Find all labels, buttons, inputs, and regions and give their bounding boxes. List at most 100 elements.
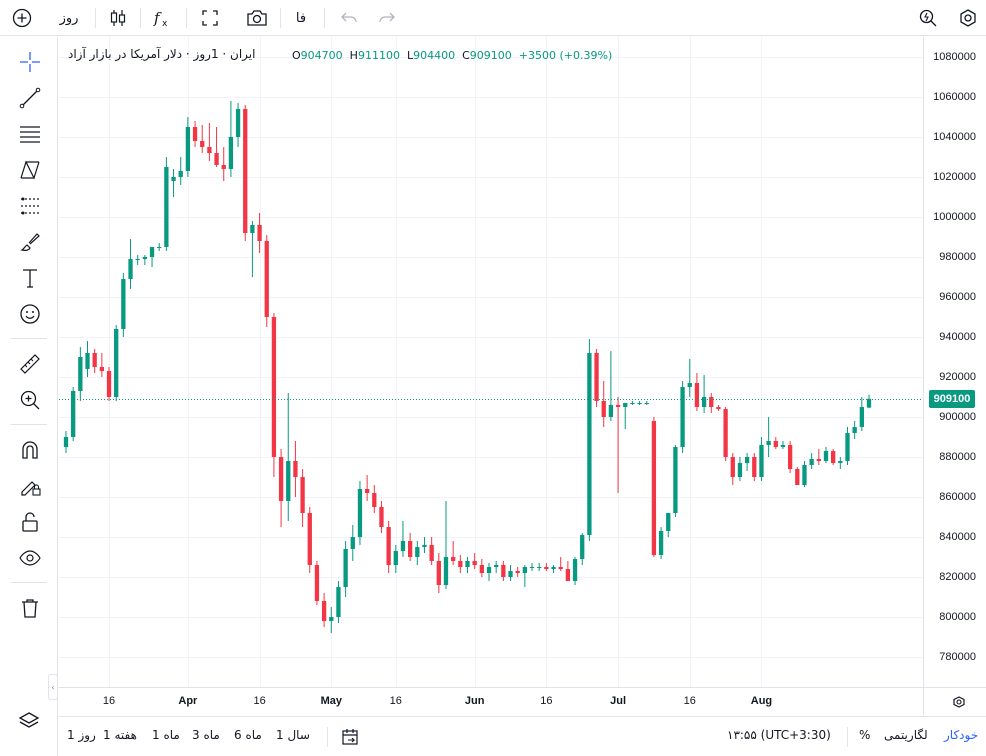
fullscreen-button[interactable] xyxy=(196,4,224,32)
lock-drawing-icon xyxy=(21,481,41,496)
chart-pane[interactable] xyxy=(59,37,923,687)
magnet-tool[interactable] xyxy=(13,435,47,465)
candle-body xyxy=(400,541,406,551)
hide-drawings-tool[interactable] xyxy=(13,543,47,573)
candle-body xyxy=(515,571,520,573)
auto-scale-toggle[interactable]: خودکار xyxy=(944,728,979,742)
measure-tool[interactable] xyxy=(13,349,47,379)
axis-corner xyxy=(923,687,986,715)
range-1y[interactable]: 1 سال xyxy=(276,728,310,742)
candle-body xyxy=(802,465,807,485)
price-tick-label: 900000 xyxy=(939,411,976,423)
toolbar-divider xyxy=(11,338,47,339)
emoji-icon xyxy=(20,304,40,324)
candle-body xyxy=(816,459,821,461)
candle-body xyxy=(436,561,441,585)
lock-drawing-tool[interactable] xyxy=(13,471,47,501)
candle-body xyxy=(486,567,492,573)
prediction-tool[interactable] xyxy=(13,191,47,221)
range-1w[interactable]: 1 هفته xyxy=(103,728,137,742)
brush-tool[interactable] xyxy=(13,227,47,257)
candle-body xyxy=(465,561,470,567)
redo-button[interactable] xyxy=(374,4,400,32)
log-scale-toggle[interactable]: لگاریتمی xyxy=(884,728,928,742)
fib-retracement-tool[interactable] xyxy=(13,119,47,149)
candle-body xyxy=(350,537,355,549)
time-tick-label: Jul xyxy=(610,695,627,707)
price-axis[interactable]: 1080000 1060000 1040000 1020000 1000000 98000… xyxy=(923,37,986,687)
quick-search-button[interactable] xyxy=(914,4,942,32)
candle-body xyxy=(501,565,506,577)
ohlc-values: O904700 H911100 L904400 C909100 +3500 (+… xyxy=(292,49,612,62)
high-key: H xyxy=(349,49,358,62)
candle-body xyxy=(314,565,320,601)
time-axis[interactable]: 16 Apr 16 May 16 Jun 16 Jul 16 Aug xyxy=(59,687,923,715)
interval-button[interactable]: روز xyxy=(59,10,79,26)
zoom-in-tool[interactable] xyxy=(13,385,47,415)
candle-body xyxy=(293,461,298,477)
candle-body xyxy=(615,405,621,407)
toolbar-divider xyxy=(140,8,141,28)
candle-body xyxy=(164,167,169,247)
candle-body xyxy=(838,461,843,463)
text-tool[interactable] xyxy=(13,263,47,293)
goto-date-button[interactable] xyxy=(337,725,363,749)
time-tick-label: Aug xyxy=(750,695,773,707)
timezone-clock[interactable]: ۱۳:۵۵ (UTC+3:30) xyxy=(727,728,831,742)
range-3m[interactable]: 3 ماه xyxy=(192,728,220,742)
price-tick-label: 840000 xyxy=(939,531,976,543)
crosshair-tool[interactable] xyxy=(13,47,47,77)
time-tick-label: 16 xyxy=(683,695,696,707)
calendar-goto-icon xyxy=(342,729,358,745)
trend-line-tool[interactable] xyxy=(13,83,47,113)
candle-body xyxy=(508,571,513,577)
candle-body xyxy=(63,437,69,447)
symbol-title[interactable]: ایران · 1روز · دلار آمریکا در بازار آزاد xyxy=(68,47,256,61)
candle-body xyxy=(128,259,133,279)
candle-body xyxy=(572,559,578,581)
candle-body xyxy=(250,225,255,233)
price-tick-label: 800000 xyxy=(939,611,976,623)
candle-body xyxy=(737,463,743,477)
search-settings-icon xyxy=(919,9,937,27)
axis-settings-icon[interactable] xyxy=(924,688,986,716)
emoji-tool[interactable] xyxy=(13,299,47,329)
time-tick-label: May xyxy=(320,695,342,707)
range-6m[interactable]: 6 ماه xyxy=(234,728,262,742)
bottom-toolbar: 1 روز 1 هفته 1 ماه 3 ماه 6 ماه 1 سال ۱۳:… xyxy=(59,716,986,756)
price-tick-label: 960000 xyxy=(939,291,976,303)
candle-body xyxy=(386,527,391,565)
candlestick-chart[interactable] xyxy=(59,37,923,687)
candle-body xyxy=(780,445,786,447)
candle-body xyxy=(537,567,542,568)
candle-body xyxy=(529,567,535,568)
object-tree-button[interactable] xyxy=(12,706,46,736)
candle-body xyxy=(336,587,341,617)
candle-body xyxy=(701,397,707,407)
candle-body xyxy=(709,397,714,407)
brush-icon xyxy=(20,233,40,251)
range-1d[interactable]: 1 روز xyxy=(67,728,96,742)
candle-body xyxy=(114,329,119,397)
remove-drawings-tool[interactable] xyxy=(13,593,47,623)
range-1m[interactable]: 1 ماه xyxy=(152,728,180,742)
candle-body xyxy=(228,137,234,169)
undo-button[interactable] xyxy=(336,4,362,32)
time-tick-label: 16 xyxy=(253,695,266,707)
time-tick-label: Jun xyxy=(464,695,485,707)
candle-body xyxy=(307,513,312,565)
percent-toggle[interactable]: % xyxy=(859,728,871,742)
candle-body xyxy=(744,457,750,463)
language-button[interactable]: فا xyxy=(295,10,307,26)
time-tick-label: Apr xyxy=(178,695,198,707)
toolbar-scroll-handle[interactable]: ‹ xyxy=(48,674,58,700)
candle-body xyxy=(479,565,484,573)
pattern-tool[interactable] xyxy=(13,155,47,185)
time-tick-label: 16 xyxy=(102,695,116,707)
chart-type-button[interactable] xyxy=(104,4,132,32)
snapshot-button[interactable] xyxy=(243,4,271,32)
add-symbol-button[interactable] xyxy=(8,4,36,32)
settings-button[interactable] xyxy=(954,4,982,32)
lock-all-tool[interactable] xyxy=(13,507,47,537)
